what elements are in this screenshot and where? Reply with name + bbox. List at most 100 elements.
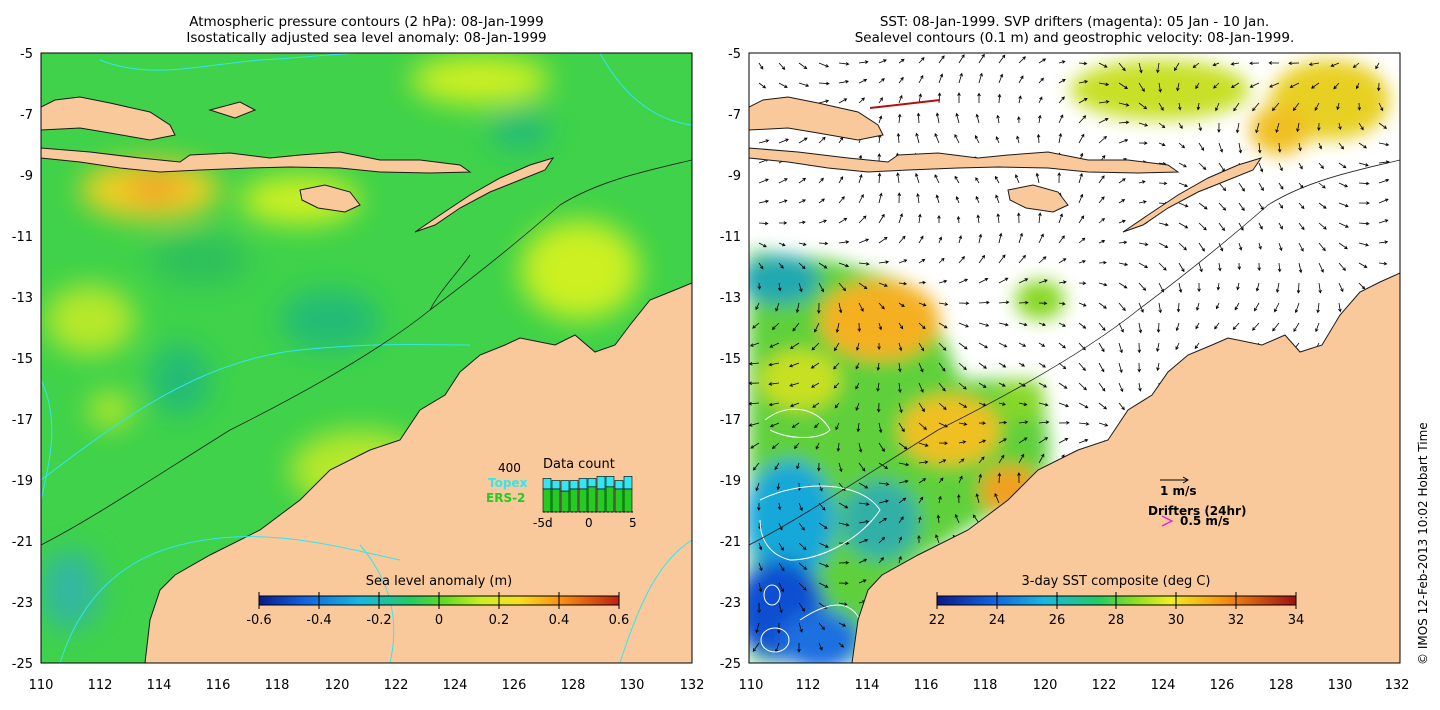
velocity-arrow [1038,96,1043,104]
velocity-arrow [1118,82,1128,89]
velocity-arrow [978,342,989,349]
velocity-arrow [1058,213,1063,224]
y-tick-label: -17 [12,413,33,428]
velocity-arrow [811,342,820,351]
velocity-arrow [936,514,941,524]
velocity-arrow [798,137,808,144]
drifter-track [869,99,941,109]
velocity-arrow [918,362,924,373]
timor-island-right [1122,157,1263,233]
velocity-arrow [878,517,887,524]
topex-count-bar [569,480,579,490]
velocity-legend-label: 1 m/s [1160,484,1197,498]
velocity-arrow [1018,453,1025,464]
velocity-arrow [1275,122,1280,133]
velocity-arrow [1255,282,1260,292]
velocity-arrow [897,113,902,124]
velocity-arrow [938,55,945,64]
velocity-arrow [1175,322,1180,332]
velocity-arrow [878,192,883,204]
velocity-arrow [1178,122,1183,130]
velocity-arrow [817,462,821,472]
velocity-arrow [778,242,786,247]
velocity-arrow [1277,142,1282,153]
velocity-arrow [878,462,889,469]
velocity-arrow [1057,172,1061,184]
velocity-arrow [1178,142,1186,149]
velocity-arrow [838,196,845,204]
velocity-arrow [1118,282,1128,289]
velocity-arrow [954,133,960,144]
velocity-arrow [798,62,808,70]
velocity-arrow [758,562,763,572]
velocity-arrow [1078,438,1089,444]
velocity-arrow [958,72,963,84]
velocity-arrow [878,282,888,287]
velocity-arrow [878,322,883,331]
x-tick-label: 124 [443,678,468,693]
velocity-arrow [775,302,780,312]
y-tick-label: -25 [12,657,33,672]
velocity-arrow [955,112,960,124]
velocity-arrow [1058,132,1063,144]
velocity-arrow [958,301,970,305]
velocity-arrow [958,440,967,444]
velocity-arrow [758,582,763,593]
velocity-arrow [1218,222,1225,232]
velocity-arrow [1018,300,1029,305]
velocity-arrow [818,642,823,651]
velocity-arrow [1258,182,1264,192]
velocity-arrow [1218,202,1227,211]
velocity-arrow [878,213,885,224]
velocity-arrow [1336,102,1340,111]
velocity-arrow [998,322,1009,327]
velocity-arrow [998,232,1003,244]
velocity-arrow [998,277,1009,284]
x-tick-label: 124 [1151,678,1176,693]
velocity-arrow [790,402,800,407]
velocity-arrow [1078,402,1089,409]
velocity-arrow [1137,342,1142,354]
velocity-arrow [818,562,830,568]
velocity-arrow [1358,262,1368,268]
velocity-arrow [1252,102,1260,112]
velocity-arrow [778,62,786,71]
velocity-arrow [1058,280,1067,285]
bathymetry-contour [41,159,692,546]
velocity-arrow [838,642,844,648]
velocity-arrow [1177,102,1182,111]
velocity-arrow [878,557,884,564]
velocity-arrow [818,177,824,184]
velocity-arrow [996,213,1001,224]
velocity-arrow [798,262,806,270]
velocity-arrow [755,482,760,492]
velocity-arrow [1138,322,1143,334]
velocity-arrow [1358,162,1369,167]
sla-tick: 0.6 [609,613,630,628]
velocity-arrow [1058,402,1069,408]
sumba-island [299,184,361,213]
velocity-arrow [898,76,904,84]
velocity-arrow [878,236,888,244]
velocity-arrow [858,60,869,64]
velocity-arrow [1158,242,1169,248]
velocity-arrow [998,254,1006,264]
velocity-arrow [1278,242,1283,252]
velocity-arrow [1375,62,1380,70]
velocity-arrow [858,302,864,312]
velocity-arrow [1118,62,1126,72]
y-tick-label: -11 [720,230,741,245]
velocity-arrow [1214,322,1220,330]
velocity-arrow [758,199,770,204]
sla-colorbar-label: Sea level anomaly (m) [366,574,512,589]
velocity-arrow [778,138,789,144]
velocity-arrow [1378,122,1388,129]
topex-count-bar [542,478,552,490]
velocity-arrow [958,402,968,408]
velocity-arrow [978,254,986,264]
velocity-arrow [855,402,860,411]
left-map-panel: -5 -7 -9 -11 -13 -15 -17 -19 -21 -23 -25… [12,47,705,693]
velocity-arrow [978,439,987,444]
velocity-arrow [1232,322,1240,331]
velocity-arrow [1156,322,1161,333]
